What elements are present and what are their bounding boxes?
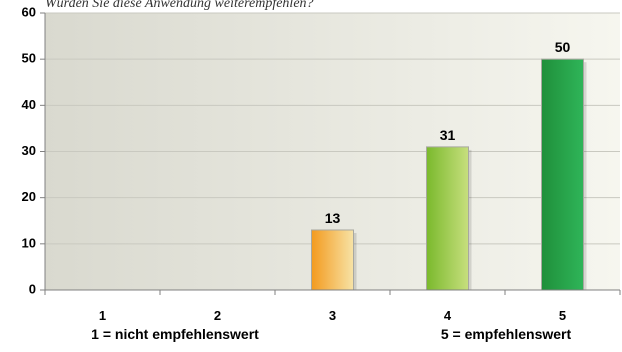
y-tick-label: 40 xyxy=(22,97,36,112)
y-tick-label: 10 xyxy=(22,235,36,250)
y-tick-label: 60 xyxy=(22,4,36,19)
x-tick-label-2: 2 xyxy=(214,308,221,323)
gridlines xyxy=(45,12,620,245)
x-tick-label-1: 1 xyxy=(99,308,106,323)
bar-4 xyxy=(426,146,469,291)
cropped-top-text: Würden Sie diese Anwendung weiterempfehl… xyxy=(45,0,314,11)
x-tick-label-3: 3 xyxy=(329,308,336,323)
y-tick-label: 0 xyxy=(29,281,36,296)
scale-note-low: 1 = nicht empfehlenswert xyxy=(91,326,259,342)
x-axis: 1 2 3 4 5 xyxy=(44,289,621,323)
y-tick-label: 20 xyxy=(22,189,36,204)
y-tick-label: 30 xyxy=(22,143,36,158)
y-axis: 0 10 20 30 40 50 60 xyxy=(22,4,46,296)
x-tick-label-5: 5 xyxy=(559,308,566,323)
bar-3 xyxy=(311,229,354,291)
bar-5 xyxy=(541,58,584,291)
data-label-5: 50 xyxy=(555,39,571,55)
data-label-3: 13 xyxy=(325,210,341,226)
y-tick-label: 50 xyxy=(22,51,36,66)
bars: 13 31 50 xyxy=(311,39,587,291)
x-tick-label-4: 4 xyxy=(444,308,452,323)
scale-note-high: 5 = empfehlenswert xyxy=(441,326,572,342)
data-label-4: 31 xyxy=(440,127,456,143)
